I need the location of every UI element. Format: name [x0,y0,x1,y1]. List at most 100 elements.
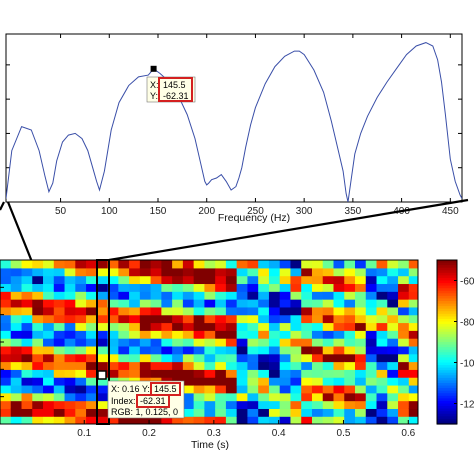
spectrogram-cell [322,275,335,285]
spectrogram-cell [290,361,302,370]
spectrogram-cell [420,260,431,268]
spectrogram-cell [129,283,141,292]
spectrogram-cell [376,322,388,331]
spectrogram-cell [387,408,399,417]
spectrogram-cell [355,369,367,378]
spectrogram-cell [43,322,55,331]
spectrogram-cell [420,307,431,315]
spectrogram-cell [236,314,249,324]
spectrogram-cell [247,322,259,331]
spectrogram-cell [75,361,87,370]
spectrogram-cell [225,369,238,378]
spectrogram-cell [376,338,388,347]
spectrogram-cell [43,408,55,417]
spectrogram-cell [365,330,378,339]
spectrogram-cell [129,260,141,269]
spectrogram-cell [204,314,216,324]
spectrogram-cell [365,299,378,308]
spectrogram-cell [161,283,173,292]
spectrogram-cell [86,314,98,324]
spectrogram-cell [43,361,55,370]
spectrogram-cell [225,260,238,269]
datatip-frequency[interactable]: X: 145.5 Y: -62.31 [146,76,196,103]
spectrogram-cell [193,408,205,417]
spectrogram-cell [139,416,152,424]
spectrogram-cell [193,322,205,331]
spectrogram-cell [311,299,324,308]
spectrogram-cell [279,392,292,402]
spectrogram-cell [75,330,87,339]
spectrogram-cell [365,338,378,347]
spectrogram-cell [204,283,216,292]
spectrogram-cell [420,338,431,346]
spectrogram-cell [161,322,173,331]
spectrogram-cell [344,299,356,308]
spectrogram-cell [247,338,259,347]
colorbar-step [437,349,457,353]
spectrogram-cell [21,283,33,292]
spectrogram-cell [420,408,431,416]
spectrogram-cell [258,330,270,339]
spectrogram-cell [86,400,98,409]
colorbar-step [437,336,457,341]
spectrogram-cell [96,345,109,355]
spectrogram-cell [311,416,324,424]
spectrogram-cell [75,291,87,300]
spectrogram-cell [21,345,33,355]
spectrogram-cell [182,377,195,386]
datatip-spectrogram[interactable]: X: 0.16 Y: 145.5 Index: -62.31 RGB: 1, 0… [107,380,185,419]
spectrogram-cell [301,283,313,292]
spectrogram-cell [408,330,418,339]
colorbar-tick-label: -60 [460,277,474,288]
spectrogram-cell [204,369,216,378]
spectrogram-x-tick-label: 0.4 [272,428,286,439]
spectrogram-cell [0,291,12,300]
spectrogram-cell [118,322,130,331]
datatip-marker-spectrogram[interactable] [97,370,107,380]
datatip-marker-frequency[interactable] [150,65,157,72]
spectrogram-cell [322,267,335,277]
frequency-response-line [6,42,462,202]
spectrogram-cell [387,384,399,394]
spectrogram-cell [96,353,109,363]
spectrogram-cell [43,275,55,285]
colorbar-step [437,390,457,394]
spectrogram-cell [258,338,270,347]
spectrogram-cell [398,314,410,324]
datatip-frequency-box [146,76,196,103]
spectrogram-cell [290,392,302,402]
spectrogram-cell [32,299,44,308]
spectrogram-cell [258,384,270,394]
spectrogram-cell [376,361,388,370]
spectrogram-cell [290,283,302,292]
frequency-x-tick-label: 450 [442,206,459,217]
spectrogram-cell [10,267,23,277]
spectrogram-cell [344,392,356,402]
spectrogram-cell [258,377,270,386]
frequency-plot: 50100150200250300350400450 Frequency (Hz… [5,33,463,224]
spectrogram-cell [204,260,216,269]
spectrogram-cell [247,314,259,324]
spectrogram-cell [408,275,418,285]
spectrogram-cell [139,283,152,292]
spectrogram-cell [344,314,356,324]
spectrogram-cell [107,361,119,370]
spectrogram-cell [86,392,98,402]
spectrogram-cell [387,416,399,424]
spectrogram-cell [225,345,238,355]
spectrogram-cell [355,400,367,409]
spectrogram-cell [193,400,205,409]
spectrogram-cell [96,322,109,331]
spectrogram-cell [225,275,238,285]
spectrogram-cell [64,369,76,378]
colorbar-step [437,421,457,425]
spectrogram-cell [32,384,44,394]
spectrogram-cell [0,306,12,316]
spectrogram-cell [139,330,152,339]
selected-time-column[interactable] [96,259,110,425]
spectrogram-cell [247,283,259,292]
spectrogram-cell [398,400,410,409]
spectrogram-cell [53,392,66,402]
spectrogram-cell [258,408,270,417]
spectrogram-cell [96,299,109,308]
